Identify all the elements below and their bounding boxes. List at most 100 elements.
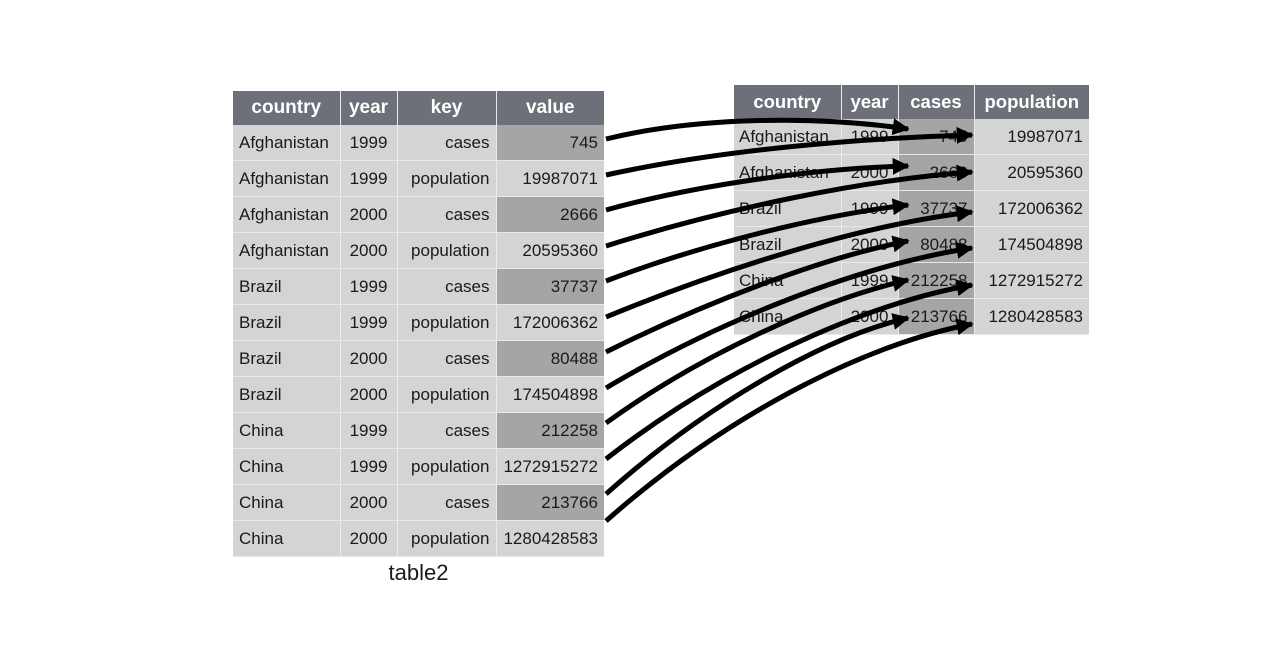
- country-cell: Afghanistan: [233, 125, 341, 161]
- year-cell: 2000: [340, 340, 398, 377]
- table-row: Afghanistan 1999 population 19987071: [233, 160, 604, 197]
- table-row: China 2000 cases 213766: [233, 484, 604, 521]
- table-row: Afghanistan 1999 745 19987071: [734, 119, 1089, 155]
- country-cell: Brazil: [233, 304, 341, 341]
- wide-table: country year cases population Afghanista…: [734, 85, 1089, 335]
- key-cell: population: [397, 160, 497, 197]
- right-header-population: population: [974, 85, 1089, 119]
- year-cell: 2000: [340, 376, 398, 413]
- cases-cell: 745: [898, 119, 975, 155]
- country-cell: Afghanistan: [233, 196, 341, 233]
- country-cell: China: [233, 448, 341, 485]
- year-cell: 2000: [340, 232, 398, 269]
- value-cell: 19987071: [496, 160, 604, 197]
- year-cell: 2000: [340, 484, 398, 521]
- country-cell: China: [734, 262, 842, 299]
- value-cell: 172006362: [496, 304, 604, 341]
- key-cell: population: [397, 448, 497, 485]
- country-cell: China: [233, 412, 341, 449]
- population-cell: 20595360: [974, 154, 1089, 191]
- key-cell: cases: [397, 484, 497, 521]
- table-row: Afghanistan 2000 2666 20595360: [734, 154, 1089, 191]
- value-cell: 1272915272: [496, 448, 604, 485]
- table-caption: table2: [388, 560, 449, 585]
- right-header-row: country year cases population: [734, 85, 1089, 119]
- arrow-china-2000-cases: [604, 313, 910, 496]
- year-cell: 2000: [841, 154, 899, 191]
- value-cell: 20595360: [496, 232, 604, 269]
- cases-cell: 37737: [898, 190, 975, 227]
- population-cell: 174504898: [974, 226, 1089, 263]
- key-cell: cases: [397, 340, 497, 377]
- country-cell: Brazil: [734, 190, 842, 227]
- country-cell: Brazil: [233, 340, 341, 377]
- cases-cell: 2666: [898, 154, 975, 191]
- table-row: Brazil 1999 37737 172006362: [734, 190, 1089, 227]
- left-header-value: value: [496, 91, 604, 125]
- right-header-year: year: [841, 85, 899, 119]
- country-cell: China: [233, 520, 341, 557]
- country-cell: China: [734, 298, 842, 335]
- key-cell: population: [397, 520, 497, 557]
- table-row: China 1999 cases 212258: [233, 412, 604, 449]
- table-row: Afghanistan 2000 cases 2666: [233, 196, 604, 233]
- year-cell: 2000: [841, 298, 899, 335]
- table-row: Brazil 1999 cases 37737: [233, 268, 604, 305]
- country-cell: Brazil: [734, 226, 842, 263]
- population-cell: 1272915272: [974, 262, 1089, 299]
- value-cell: 1280428583: [496, 520, 604, 557]
- year-cell: 1999: [340, 125, 398, 161]
- year-cell: 2000: [340, 520, 398, 557]
- value-cell: 80488: [496, 340, 604, 377]
- table-row: Brazil 1999 population 172006362: [233, 304, 604, 341]
- year-cell: 1999: [340, 412, 398, 449]
- year-cell: 1999: [340, 160, 398, 197]
- population-cell: 172006362: [974, 190, 1089, 227]
- table2-long-table: country year key value Afghanistan 1999 ca…: [233, 91, 604, 557]
- left-header-row: country year key value: [233, 91, 604, 125]
- key-cell: cases: [397, 125, 497, 161]
- year-cell: 1999: [841, 190, 899, 227]
- value-cell: 212258: [496, 412, 604, 449]
- table-row: China 1999 population 1272915272: [233, 448, 604, 485]
- value-cell: 174504898: [496, 376, 604, 413]
- left-header-country: country: [233, 91, 341, 125]
- table-row: China 1999 212258 1272915272: [734, 262, 1089, 299]
- right-header-cases: cases: [898, 85, 975, 119]
- country-cell: Afghanistan: [233, 160, 341, 197]
- country-cell: Afghanistan: [734, 119, 842, 155]
- country-cell: Afghanistan: [734, 154, 842, 191]
- table-row: Brazil 2000 population 174504898: [233, 376, 604, 413]
- year-cell: 1999: [841, 119, 899, 155]
- left-header-year: year: [340, 91, 398, 125]
- table-row: Afghanistan 2000 population 20595360: [233, 232, 604, 269]
- key-cell: cases: [397, 268, 497, 305]
- value-cell: 213766: [496, 484, 604, 521]
- country-cell: Brazil: [233, 376, 341, 413]
- country-cell: Brazil: [233, 268, 341, 305]
- table-row: Afghanistan 1999 cases 745: [233, 125, 604, 161]
- table-row: Brazil 2000 cases 80488: [233, 340, 604, 377]
- year-cell: 1999: [340, 304, 398, 341]
- key-cell: population: [397, 304, 497, 341]
- year-cell: 1999: [340, 448, 398, 485]
- cases-cell: 212258: [898, 262, 975, 299]
- value-cell: 2666: [496, 196, 604, 233]
- population-cell: 19987071: [974, 119, 1089, 155]
- key-cell: population: [397, 232, 497, 269]
- key-cell: population: [397, 376, 497, 413]
- country-cell: China: [233, 484, 341, 521]
- year-cell: 1999: [340, 268, 398, 305]
- year-cell: 1999: [841, 262, 899, 299]
- key-cell: cases: [397, 196, 497, 233]
- key-cell: cases: [397, 412, 497, 449]
- year-cell: 2000: [841, 226, 899, 263]
- arrow-china-2000-population: [604, 318, 974, 523]
- right-header-country: country: [734, 85, 842, 119]
- table-row: China 2000 population 1280428583: [233, 520, 604, 557]
- year-cell: 2000: [340, 196, 398, 233]
- population-cell: 1280428583: [974, 298, 1089, 335]
- value-cell: 37737: [496, 268, 604, 305]
- table-row: China 2000 213766 1280428583: [734, 298, 1089, 335]
